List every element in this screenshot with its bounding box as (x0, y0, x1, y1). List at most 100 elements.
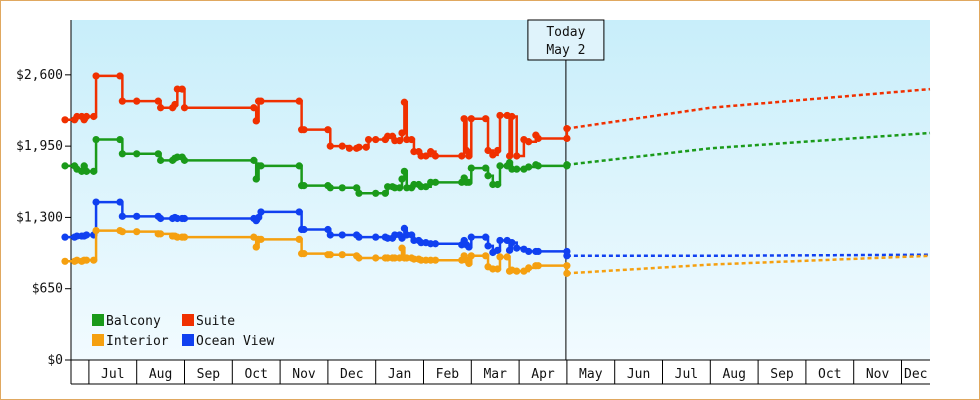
suite-data-point (61, 116, 69, 124)
x-tick-label: Nov (292, 367, 316, 382)
balcony-data-point (92, 135, 100, 144)
plot-area (71, 20, 930, 360)
suite-data-point (534, 134, 542, 143)
interior-data-point (295, 235, 303, 243)
ocean-view-data-point (496, 236, 504, 245)
suite-data-point (118, 97, 126, 105)
ocean-view-data-point (118, 212, 126, 220)
interior-data-point (482, 252, 490, 260)
suite-data-point (400, 98, 408, 106)
interior-data-point (503, 253, 511, 261)
legend-swatch-ocean-view (182, 334, 194, 346)
suite-data-point (493, 146, 502, 155)
balcony-data-point (257, 162, 265, 170)
today-box (527, 19, 605, 61)
suite-data-point (324, 126, 332, 134)
x-tick-label: Feb (436, 367, 460, 382)
suite-data-point (462, 146, 471, 155)
suite-data-point (326, 142, 334, 150)
balcony-data-point (396, 184, 404, 192)
interior-data-point (61, 257, 69, 265)
balcony-data-point (250, 156, 258, 164)
suite-data-point (505, 152, 514, 160)
suite-data-point (338, 142, 346, 150)
ocean-view-data-point (300, 225, 308, 234)
ocean-view-data-point (324, 225, 332, 234)
ocean-view-data-point (465, 243, 473, 251)
suite-data-point (407, 135, 416, 144)
y-tick-label: $650 (32, 282, 63, 297)
interior-data-point (372, 254, 380, 262)
interior-data-point (326, 251, 334, 259)
suite-data-point (133, 97, 141, 105)
legend-label-suite: Suite (196, 314, 235, 329)
y-tick-label: $1,950 (16, 139, 63, 154)
balcony-data-point (534, 162, 542, 170)
suite-data-point (508, 112, 516, 121)
balcony-data-point (118, 150, 126, 158)
balcony-data-point (513, 165, 521, 173)
interior-data-point (118, 228, 126, 236)
legend: Balcony Suite Interior Ocean View (92, 314, 274, 349)
legend-swatch-balcony (92, 314, 104, 326)
suite-data-point (362, 143, 370, 151)
ocean-view-data-point (61, 233, 69, 241)
ocean-view-data-point (508, 239, 516, 247)
suite-data-point (171, 100, 179, 109)
x-tick-label: Oct (244, 367, 267, 382)
balcony-data-point (400, 167, 408, 175)
balcony-data-point (133, 150, 141, 158)
x-tick-label: Jun (627, 367, 650, 382)
suite-data-point (431, 152, 440, 160)
suite-data-point (465, 152, 473, 160)
ocean-view-data-point (372, 233, 380, 241)
ocean-view-data-point (467, 233, 475, 241)
balcony-data-point (61, 162, 69, 170)
balcony-data-point (467, 164, 475, 172)
suite-data-point (157, 104, 165, 112)
suite-data-point (116, 72, 124, 80)
legend-swatch-interior (92, 334, 104, 346)
interior-data-point (82, 256, 91, 264)
ocean-view-data-point (254, 213, 263, 222)
suite-data-point (180, 104, 189, 112)
suite-data-point (364, 135, 373, 144)
interior-data-point (157, 230, 165, 238)
interior-data-point (525, 264, 533, 272)
x-tick-label: Dec (904, 367, 927, 382)
ocean-view-data-point (92, 198, 100, 206)
balcony-data-point (154, 150, 162, 158)
balcony-data-point (493, 180, 502, 189)
interior-data-point (92, 226, 100, 235)
balcony-data-point (372, 189, 380, 197)
legend-label-interior: Interior (106, 334, 169, 349)
suite-data-point (513, 152, 521, 160)
ocean-view-forecast-line (566, 253, 931, 258)
suite-data-point (355, 143, 363, 151)
interior-data-point (300, 250, 308, 258)
suite-data-point (460, 115, 468, 123)
suite-data-point (252, 117, 260, 125)
x-tick-label: Mar (483, 367, 507, 382)
ocean-view-data-point (505, 246, 514, 254)
balcony-data-point (326, 184, 334, 192)
suite-data-point (482, 115, 490, 123)
balcony-data-point (505, 158, 514, 167)
interior-data-point (398, 244, 406, 252)
suite-data-point (300, 126, 308, 134)
x-tick-label: May (579, 367, 603, 382)
x-tick-label: Jul (675, 367, 698, 382)
legend-label-balcony: Balcony (106, 314, 161, 329)
balcony-data-point (465, 178, 473, 186)
x-tick-label: Sep (197, 367, 221, 382)
suite-data-point (458, 152, 466, 160)
ocean-view-data-point (116, 198, 124, 206)
interior-data-point (467, 252, 475, 260)
interior-data-point (534, 262, 542, 270)
interior-data-point (338, 251, 346, 259)
y-tick-label: $2,600 (16, 68, 63, 83)
balcony-data-point (398, 175, 406, 183)
ocean-view-data-point (484, 242, 492, 250)
ocean-view-data-point (133, 212, 141, 220)
